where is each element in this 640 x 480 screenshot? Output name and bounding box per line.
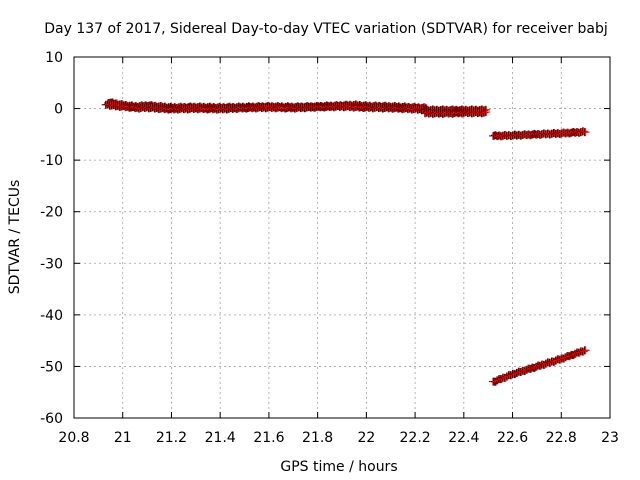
data-markers [101,98,590,386]
y-tick-label: -30 [40,256,63,272]
y-tick-label: -20 [40,205,63,221]
data-point [581,346,590,355]
data-point [480,108,489,117]
x-tick-label: 22 [357,430,375,446]
y-tick-label: -10 [40,153,63,169]
x-tick-label: 22.6 [497,430,528,446]
data-point [579,347,588,356]
x-tick-label: 21.2 [156,430,187,446]
data-point [579,127,588,136]
x-tick-label: 22.8 [546,430,577,446]
x-tick-label: 21 [114,430,132,446]
x-tick-label: 21.4 [205,430,236,446]
x-axis-ticks: 20.8 21 21.2 21.4 21.6 21.8 22 22.2 22.4 22.6 22.8… [58,57,619,446]
x-tick-label: 22.4 [448,430,479,446]
y-tick-label: -40 [40,308,63,324]
y-tick-label: 0 [54,102,63,118]
y-tick-label: -50 [40,359,63,375]
data-point [581,128,590,137]
x-tick-label: 23 [601,430,619,446]
x-tick-label: 22.2 [400,430,431,446]
x-tick-label: 21.6 [253,430,284,446]
data-point [482,108,491,117]
x-axis-label: GPS time / hours [280,459,397,475]
grid-lines [74,57,610,418]
chart-title: Day 137 of 2017, Sidereal Day-to-day VTE… [44,21,607,37]
x-tick-label: 21.8 [302,430,333,446]
y-axis-label: SDTVAR / TECUs [7,180,23,295]
y-tick-label: 10 [45,50,63,66]
y-tick-label: -60 [40,411,63,427]
plot-frame [73,56,611,419]
x-tick-label: 20.8 [58,430,89,446]
